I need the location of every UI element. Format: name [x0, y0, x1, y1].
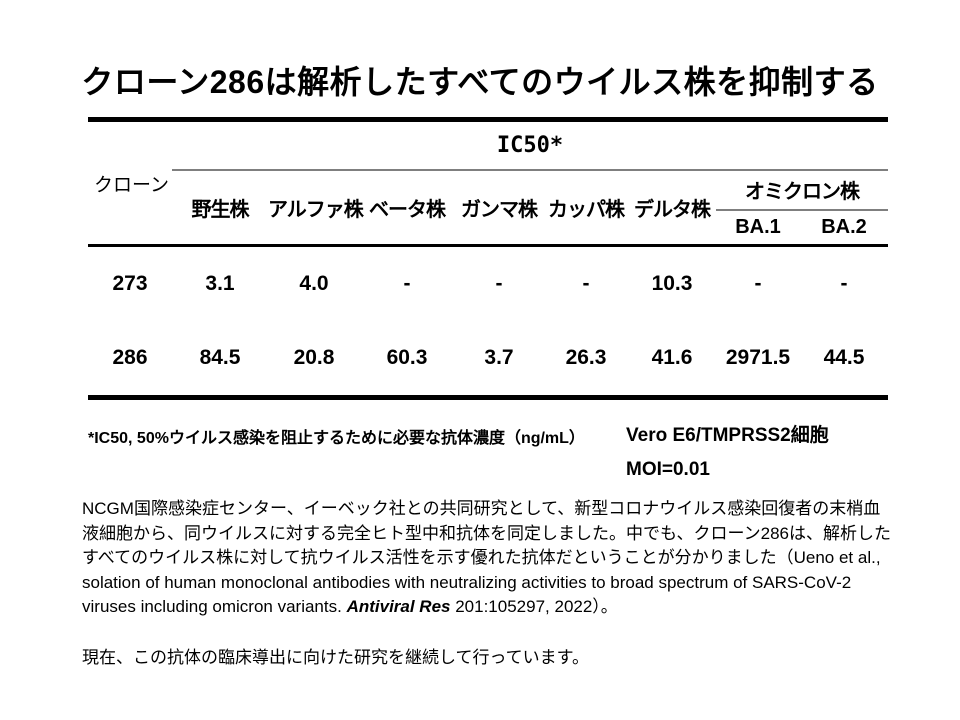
clone-id-cell: 286	[112, 346, 148, 370]
strain-header-delta: デルタ株	[628, 169, 716, 247]
paragraph-1-text: NCGM国際感染症センター、イーベック社との共同研究として、新型コロナウイルス感…	[82, 499, 892, 616]
ba1-header: BA.1	[716, 209, 800, 247]
value-cell-delta: 10.3	[651, 272, 693, 296]
header-row-omicron-sub: BA.1 BA.2	[88, 209, 888, 247]
value-cell-beta: -	[403, 272, 411, 296]
paragraph-1-end: 201:105297, 2022）。	[450, 597, 618, 616]
body-paragraph-2: 現在、この抗体の臨床導出に向けた研究を継続して行っています。	[82, 647, 589, 667]
cell-line-label: Vero E6/TMPRSS2細胞	[626, 425, 829, 446]
strain-header-kappa: カッパ株	[544, 169, 628, 247]
moi-label: MOI=0.01	[626, 459, 710, 480]
strain-header-beta: ベータ株	[360, 169, 454, 247]
header-row-ic50: クローン IC50*	[88, 119, 888, 247]
strain-header-gamma: ガンマ株	[454, 169, 544, 247]
page-title: クローン286は解析したすべてのウイルス株を抑制する	[81, 64, 879, 100]
header-row-strains: 野生株 アルファ株 ベータ株 ガンマ株 カッパ株 デルタ株 オミクロン株	[88, 169, 888, 247]
table-row-clone-273: 273 3.1 4.0 - - - 10.3 - -	[88, 246, 888, 322]
value-cell-ba1: -	[754, 272, 762, 296]
ic50-header: IC50*	[172, 119, 888, 171]
value-cell-gamma: -	[495, 272, 503, 296]
table-row-clone-286: 286 84.5 20.8 60.3 3.7 26.3 41.6 2971.5 …	[88, 322, 888, 398]
value-cell-gamma: 3.7	[484, 346, 514, 370]
value-cell-alpha: 4.0	[299, 272, 329, 296]
value-cell-alpha: 20.8	[293, 346, 335, 370]
omicron-header: オミクロン株	[716, 169, 888, 211]
value-cell-ba1: 2971.5	[725, 346, 791, 370]
value-cell-wild: 84.5	[199, 346, 241, 370]
ba2-header: BA.2	[800, 209, 888, 247]
strain-header-wild: 野生株	[172, 169, 268, 247]
value-cell-ba2: 44.5	[823, 346, 865, 370]
ic50-footnote: *IC50, 50%ウイルス感染を阻止するために必要な抗体濃度（ng/mL）	[88, 430, 585, 447]
strain-header-alpha: アルファ株	[268, 169, 364, 247]
assay-conditions: Vero E6/TMPRSS2細胞 MOI=0.01	[626, 420, 888, 481]
main-content: クローン IC50* 野生株 アルファ株 ベータ株 ガンマ株 カッパ株 デルタ株…	[82, 117, 891, 670]
ic50-table: クローン IC50* 野生株 アルファ株 ベータ株 ガンマ株 カッパ株 デルタ株…	[88, 117, 888, 400]
clone-id-cell: 273	[112, 272, 148, 296]
value-cell-beta: 60.3	[386, 346, 428, 370]
value-cell-kappa: 26.3	[565, 346, 607, 370]
clone-column-header: クローン	[88, 119, 172, 247]
value-cell-kappa: -	[582, 272, 590, 296]
value-cell-wild: 3.1	[205, 272, 235, 296]
value-cell-delta: 41.6	[651, 346, 693, 370]
value-cell-ba2: -	[840, 272, 848, 296]
table-footer: *IC50, 50%ウイルス感染を阻止するために必要な抗体濃度（ng/mL） V…	[88, 420, 888, 481]
citation-journal: Antiviral Res	[346, 597, 451, 616]
body-paragraph-1: NCGM国際感染症センター、イーベック社との共同研究として、新型コロナウイルス感…	[82, 497, 896, 620]
